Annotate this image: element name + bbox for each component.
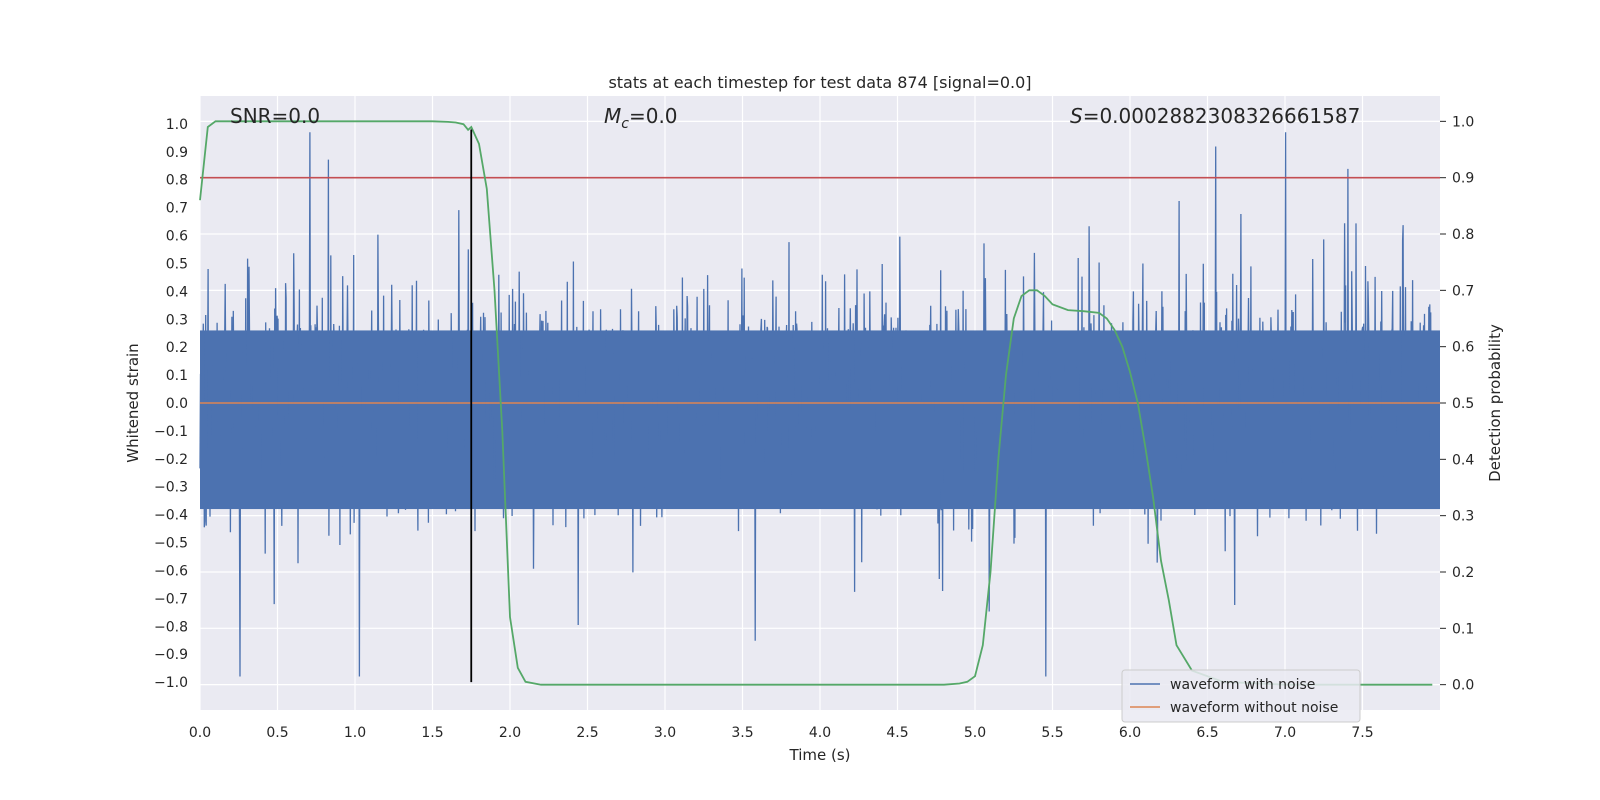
y-right-tick-label: 0.4 [1452,452,1474,468]
y-tick-label: 0.8 [166,173,188,189]
y-tick-label: −0.4 [154,508,188,524]
tick-labels: 0.0 0.5 1.0 1.5 2.0 2.5 3.0 3.5 4.0 4.5 5.0 5.5 6.0 6… [154,114,1474,741]
y-tick-label: 0.6 [166,229,188,245]
annotation-s-value: =0.0002882308326661587 [1083,104,1361,128]
y-tick-label: −0.1 [154,424,188,440]
x-tick-label: 0.0 [189,725,211,741]
x-tick-label: 4.5 [886,725,908,741]
legend-label-clean: waveform without noise [1170,700,1338,716]
x-tick-label: 5.0 [964,725,986,741]
y-tick-label: 1.0 [166,117,188,133]
x-tick-label: 0.5 [266,725,288,741]
y-right-tick-label: 1.0 [1452,114,1474,130]
y-tick-label: −1.0 [154,675,188,691]
y-right-tick-label: 0.8 [1452,227,1474,243]
overlays [199,120,1440,686]
annotation-s: S=0.0002882308326661587 [1070,104,1360,128]
y-tick-label: 0.9 [166,145,188,161]
x-tick-label: 2.5 [576,725,598,741]
x-tick-label: 6.5 [1196,725,1218,741]
y-right-tick-label: 0.0 [1452,678,1474,694]
y-tick-label: 0.7 [166,201,188,217]
y-tick-label: 0.4 [166,284,188,300]
y-tick-label: −0.8 [154,619,188,635]
legend: waveform with noise waveform without noi… [1121,669,1361,723]
annotation-snr: SNR=0.0 [230,104,320,128]
x-tick-label: 2.0 [499,725,521,741]
x-tick-label: 3.5 [731,725,753,741]
y-tick-label: −0.2 [154,452,188,468]
annotation-mc-subscript: c [621,116,629,132]
y-tick-label: −0.5 [154,536,188,552]
y-tick-label: −0.7 [154,591,188,607]
legend-box [1121,669,1361,723]
noisy-waveform [199,132,1440,677]
x-tick-label: 1.5 [421,725,443,741]
x-tick-label: 1.0 [344,725,366,741]
y-tick-label: −0.6 [154,563,188,579]
y-right-tick-label: 0.3 [1452,509,1474,525]
y-right-tick-label: 0.9 [1452,171,1474,187]
y-tick-label: −0.9 [154,647,188,663]
x-tick-label: 4.0 [809,725,831,741]
y-right-tick-label: 0.5 [1452,396,1474,412]
chart-title: stats at each timestep for test data 874… [608,73,1031,92]
annotation-s-symbol: S [1070,104,1083,128]
y-tick-label: 0.1 [166,368,188,384]
y-right-tick-label: 0.1 [1452,621,1474,637]
y-tick-label: 0.5 [166,256,188,272]
y-tick-label: 0.0 [166,396,188,412]
x-tick-label: 5.5 [1041,725,1063,741]
x-tick-label: 6.0 [1119,725,1141,741]
y-tick-label: 0.2 [166,340,188,356]
annotation-mc-symbol: M [604,104,621,128]
detection-probability-line [199,120,1433,686]
annotation-mc-value: =0.0 [629,104,678,128]
y-right-axis-label: Detection probability [1486,324,1504,482]
annotation-mc: Mc=0.0 [604,104,678,132]
legend-label-noise: waveform with noise [1170,677,1315,693]
x-tick-label: 7.5 [1351,725,1373,741]
y-axis-label: Whitened strain [124,343,142,462]
y-right-tick-label: 0.7 [1452,283,1474,299]
x-axis-label: Time (s) [789,746,851,764]
waveform-with-noise-line [199,132,1438,677]
y-right-tick-label: 0.2 [1452,565,1474,581]
x-tick-label: 7.0 [1274,725,1296,741]
y-tick-label: 0.3 [166,312,188,328]
x-tick-label: 3.0 [654,725,676,741]
y-tick-label: −0.3 [154,480,188,496]
y-right-tick-label: 0.6 [1452,340,1474,356]
